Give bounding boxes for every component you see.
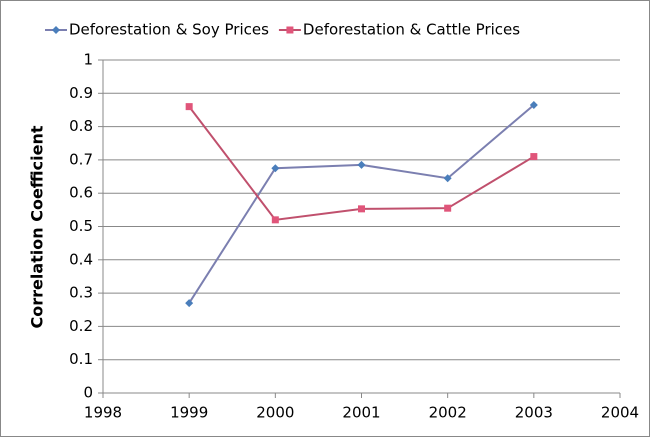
y-tick-label: 0.2 [69, 317, 93, 335]
y-tick-label: 1 [83, 51, 93, 69]
y-tick-label: 0.9 [69, 84, 93, 102]
data-point [271, 216, 279, 224]
x-tick-label: 2001 [342, 404, 380, 422]
data-point [529, 100, 538, 109]
y-tick-label: 0.8 [69, 117, 93, 135]
x-tick-label: 2003 [515, 404, 553, 422]
x-tick-label: 2000 [256, 404, 294, 422]
data-point [185, 299, 194, 308]
y-tick-label: 0.1 [69, 350, 93, 368]
y-tick-label: 0.4 [69, 250, 93, 268]
data-point [185, 103, 193, 111]
legend-marker [52, 26, 60, 34]
data-point [530, 153, 538, 161]
data-point [443, 174, 452, 183]
y-tick-label: 0.7 [69, 150, 93, 168]
legend-label: Deforestation & Cattle Prices [303, 21, 520, 39]
legend-marker [286, 26, 294, 34]
x-tick-label: 1998 [84, 404, 122, 422]
y-tick-label: 0.3 [69, 284, 93, 302]
x-tick-label: 2002 [429, 404, 467, 422]
data-point [358, 205, 365, 213]
y-tick-label: 0.5 [69, 217, 93, 235]
data-point [444, 204, 452, 212]
x-tick-label: 2004 [601, 404, 639, 422]
y-tick-label: 0 [83, 384, 93, 402]
legend-label: Deforestation & Soy Prices [69, 21, 269, 39]
x-tick-label: 1999 [170, 404, 208, 422]
y-tick-label: 0.6 [69, 184, 93, 202]
y-axis-label: Correlation Coefficient [28, 125, 47, 328]
data-point [357, 160, 366, 169]
data-point [271, 164, 280, 173]
